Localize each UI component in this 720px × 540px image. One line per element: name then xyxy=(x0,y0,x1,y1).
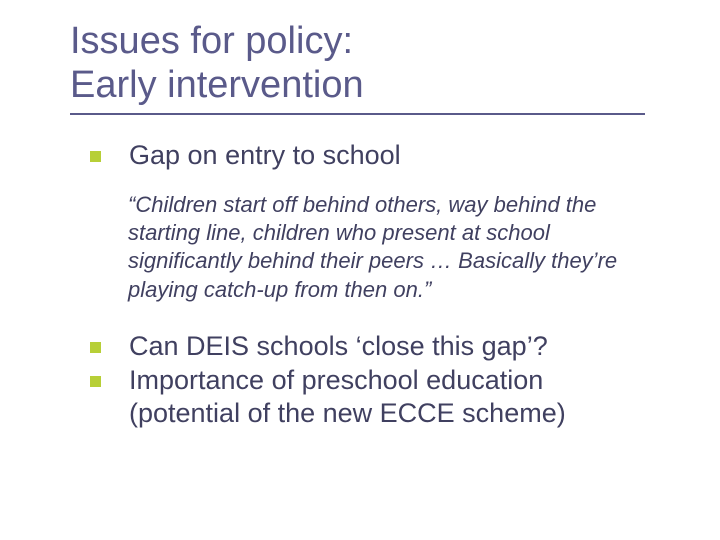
bullet-text-3: Importance of preschool education (poten… xyxy=(129,364,660,432)
slide: Issues for policy: Early intervention Ga… xyxy=(0,0,720,451)
title-line-2: Early intervention xyxy=(70,64,364,106)
quote-text: “Children start off behind others, way b… xyxy=(128,191,650,304)
bullet-text-2: Can DEIS schools ‘close this gap’? xyxy=(129,330,548,364)
bullet-text-1: Gap on entry to school xyxy=(129,139,401,173)
bullet-item-3: Importance of preschool education (poten… xyxy=(70,364,660,432)
bullet-item-2: Can DEIS schools ‘close this gap’? xyxy=(70,330,660,364)
bullet-item-1: Gap on entry to school xyxy=(70,139,660,173)
square-bullet-icon xyxy=(90,151,101,162)
square-bullet-icon xyxy=(90,376,101,387)
title-line-1: Issues for policy: xyxy=(70,20,353,62)
title-underline xyxy=(70,113,645,115)
slide-title: Issues for policy: Early intervention xyxy=(70,20,660,107)
square-bullet-icon xyxy=(90,342,101,353)
